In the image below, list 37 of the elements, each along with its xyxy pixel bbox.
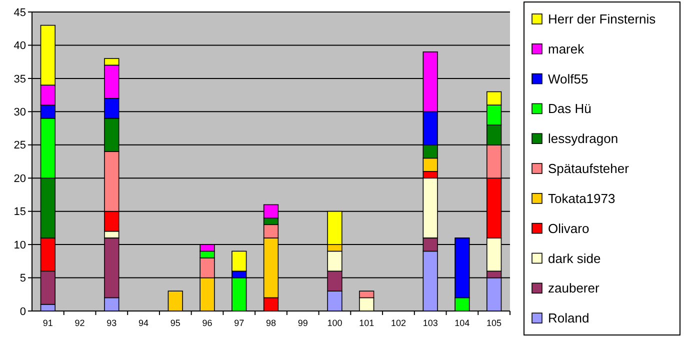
y-tick-label: 40 bbox=[14, 40, 26, 52]
x-tick-label: 95 bbox=[170, 318, 180, 328]
y-tick-label: 35 bbox=[14, 73, 26, 86]
legend-label: Herr der Finsternis bbox=[548, 12, 656, 27]
x-tick-label: 102 bbox=[390, 318, 406, 328]
y-tick-label: 5 bbox=[20, 272, 26, 285]
x-tick-label: 105 bbox=[486, 318, 502, 328]
y-tick-label: 25 bbox=[14, 140, 26, 152]
y-tick-label: 30 bbox=[14, 106, 26, 119]
legend-label: Olivaro bbox=[548, 220, 590, 236]
y-tick-label: 15 bbox=[14, 206, 26, 218]
x-tick-label: 98 bbox=[266, 318, 276, 328]
legend-label: Spätaufsteher bbox=[548, 161, 630, 176]
x-tick-label: 92 bbox=[74, 318, 85, 328]
x-tick-label: 94 bbox=[138, 318, 149, 328]
x-tick-label: 104 bbox=[454, 318, 470, 328]
y-tick-label: 0 bbox=[20, 306, 26, 318]
x-tick-label: 99 bbox=[298, 318, 308, 328]
y-tick-label: 20 bbox=[14, 172, 26, 185]
x-tick-label: 97 bbox=[234, 318, 244, 328]
x-tick-label: 103 bbox=[422, 318, 438, 328]
x-tick-label: 100 bbox=[327, 318, 342, 328]
legend-label: marek bbox=[548, 41, 585, 56]
x-tick-label: 101 bbox=[359, 318, 374, 328]
bar bbox=[168, 290, 183, 312]
legend-label: Das Hü bbox=[548, 101, 592, 116]
legend-label: dark side bbox=[548, 250, 601, 266]
legend-label: Tokata1973 bbox=[548, 190, 616, 206]
legend-label: lessydragon bbox=[548, 131, 618, 146]
y-tick-label: 45 bbox=[14, 6, 26, 19]
x-tick-label: 91 bbox=[42, 318, 53, 328]
x-tick-label: 93 bbox=[106, 318, 117, 328]
legend-label: Roland bbox=[548, 310, 590, 326]
y-tick-label: 10 bbox=[14, 239, 26, 252]
legend-label: zauberer bbox=[548, 280, 600, 296]
x-tick-label: 96 bbox=[202, 318, 212, 328]
legend-label: Wolf55 bbox=[548, 71, 588, 86]
